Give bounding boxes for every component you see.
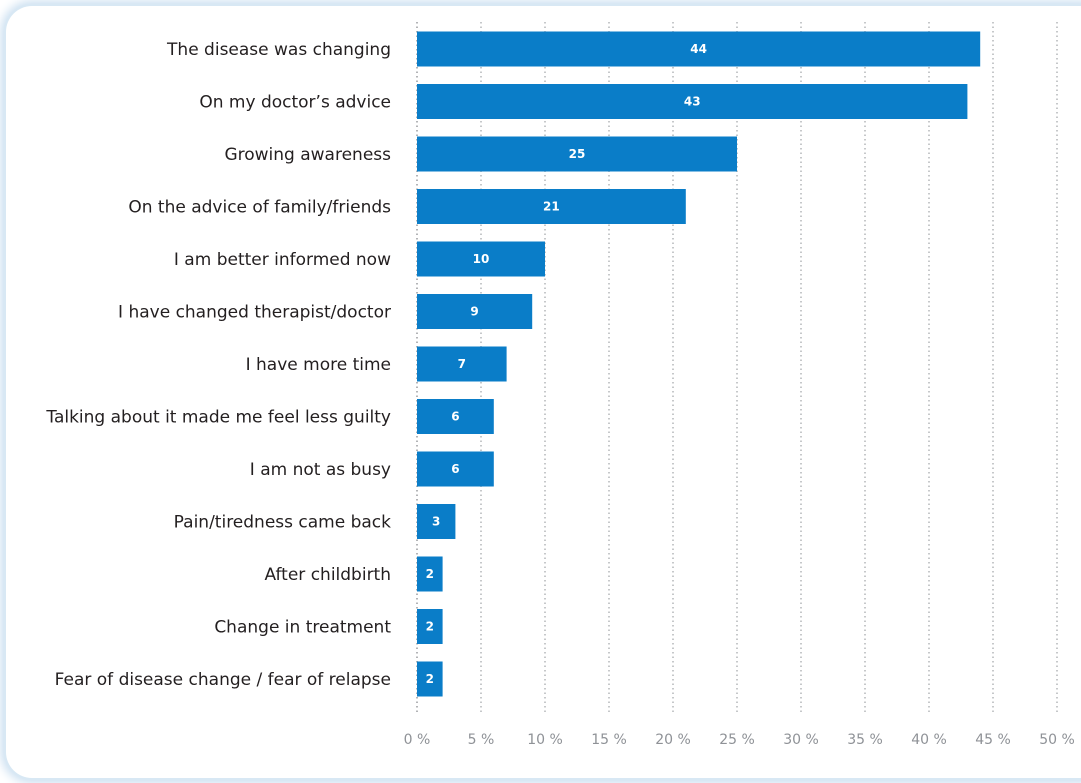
bar xyxy=(417,136,737,172)
x-tick-label: 20 % xyxy=(655,732,691,748)
category-label: On my doctor’s advice xyxy=(199,93,391,113)
bar xyxy=(417,346,507,382)
category-label: Growing awareness xyxy=(224,145,391,165)
x-tick-label: 0 % xyxy=(404,732,431,748)
value-label: 3 xyxy=(432,515,440,529)
category-label: Pain/tiredness came back xyxy=(174,513,391,533)
value-label: 9 xyxy=(470,305,478,319)
value-label: 10 xyxy=(473,252,490,266)
category-label: I have changed therapist/doctor xyxy=(118,303,391,323)
x-tick-label: 15 % xyxy=(591,732,627,748)
value-label: 21 xyxy=(543,200,560,214)
bar xyxy=(417,504,456,539)
value-label: 44 xyxy=(690,42,707,56)
category-label: The disease was changing xyxy=(166,40,391,60)
bar xyxy=(417,451,494,487)
category-label: I have more time xyxy=(246,355,391,375)
bar xyxy=(417,84,968,119)
bar xyxy=(417,556,443,592)
value-labels: 44 43 25 21 10 9 7 6 6 3 2 2 2 xyxy=(426,42,707,686)
value-label: 43 xyxy=(684,95,701,109)
value-label: 6 xyxy=(451,462,459,476)
value-label: 25 xyxy=(569,147,586,161)
x-tick-labels: 0 % 5 % 10 % 15 % 20 % 25 % 30 % 35 % 40 % 45 % 50… xyxy=(404,732,1075,748)
category-label: Talking about it made me feel less guilt… xyxy=(45,408,391,428)
x-tick-label: 50 % xyxy=(1039,732,1075,748)
value-label: 2 xyxy=(426,567,434,581)
bar xyxy=(417,609,443,644)
chart-frame xyxy=(6,6,1081,778)
category-label: I am better informed now xyxy=(174,250,391,270)
category-label: After childbirth xyxy=(264,565,391,585)
bar xyxy=(417,399,494,434)
x-tick-label: 40 % xyxy=(911,732,947,748)
category-label: I am not as busy xyxy=(250,460,391,480)
value-label: 7 xyxy=(458,357,466,371)
x-tick-label: 30 % xyxy=(783,732,819,748)
bar xyxy=(417,31,981,67)
x-tick-label: 45 % xyxy=(975,732,1011,748)
category-label: Change in treatment xyxy=(214,618,391,638)
x-tick-label: 25 % xyxy=(719,732,755,748)
bar xyxy=(417,661,443,697)
bar xyxy=(417,189,686,224)
x-tick-label: 35 % xyxy=(847,732,883,748)
category-label: Fear of disease change / fear of relapse xyxy=(55,670,391,690)
category-labels: The disease was changing On my doctor’s a… xyxy=(45,40,391,690)
bar xyxy=(417,294,533,329)
x-tick-label: 10 % xyxy=(527,732,563,748)
value-label: 2 xyxy=(426,672,434,686)
x-tick-label: 5 % xyxy=(468,732,495,748)
value-label: 2 xyxy=(426,620,434,634)
grid-lines xyxy=(416,22,1058,712)
bars xyxy=(417,31,981,697)
category-label: On the advice of family/friends xyxy=(128,198,391,218)
value-label: 6 xyxy=(451,410,459,424)
bar xyxy=(417,241,545,277)
